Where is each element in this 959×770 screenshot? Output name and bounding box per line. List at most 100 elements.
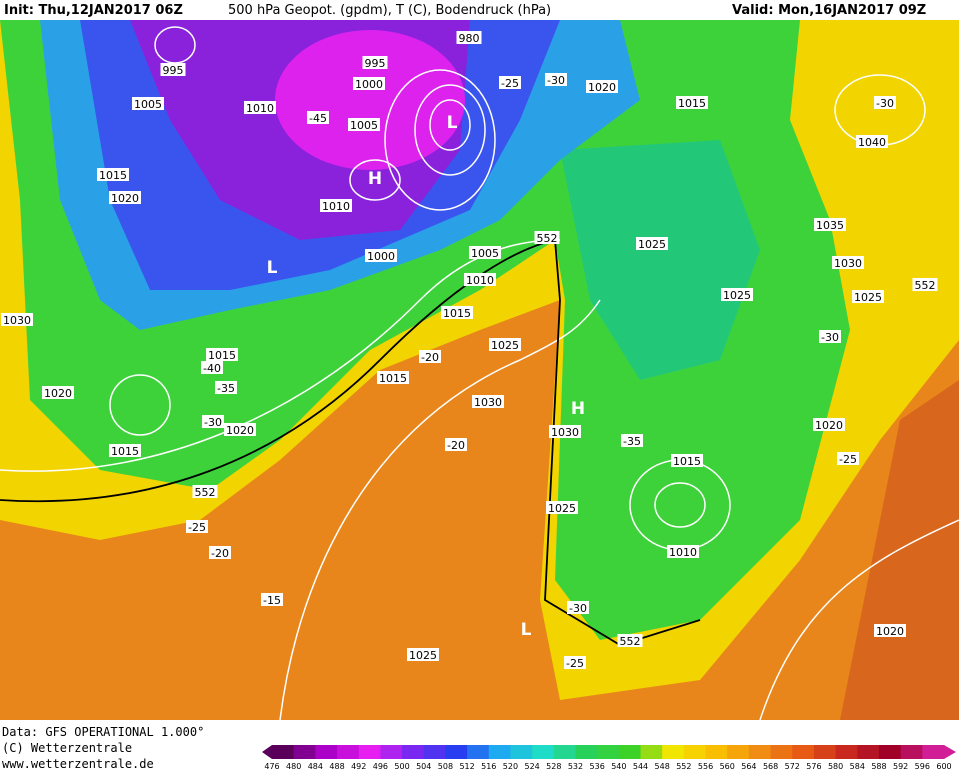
colorbar-swatch — [402, 745, 425, 759]
label-text: -15 — [263, 594, 281, 607]
isobar-label: -45 — [307, 111, 329, 125]
contour-552 — [0, 238, 701, 646]
isobar-label: 1025 — [407, 648, 439, 662]
colorbar-label: 528 — [546, 762, 561, 770]
colorbar-label: 480 — [286, 762, 301, 770]
label-box — [567, 601, 589, 614]
colorbar-label: 496 — [373, 762, 388, 770]
isobar-label: -25 — [186, 520, 208, 534]
colorbar-swatch — [358, 745, 381, 759]
label-text: 1025 — [409, 649, 437, 662]
isobar-label: 1030 — [472, 395, 504, 409]
colorbar-swatch — [553, 745, 576, 759]
isobars — [0, 26, 959, 721]
colorbar-label: 580 — [828, 762, 843, 770]
colorbar-swatch — [900, 745, 923, 759]
label-box — [192, 485, 218, 498]
label-box — [549, 425, 581, 438]
colorbar-swatch — [727, 745, 750, 759]
label-text: 1035 — [816, 219, 844, 232]
colorbar-swatch — [315, 745, 338, 759]
isobar-label: 1040 — [856, 135, 888, 149]
colorbar-swatch — [423, 745, 446, 759]
colorbar-label: 500 — [394, 762, 409, 770]
label-box — [721, 288, 753, 301]
label-text: -30 — [876, 97, 894, 110]
colorbar-swatch — [662, 745, 685, 759]
isobar-label: 1020 — [224, 423, 256, 437]
colorbar-swatch — [705, 745, 728, 759]
colorbar-swatch — [748, 745, 772, 759]
pressure-center: H — [571, 399, 585, 419]
label-text: 1015 — [443, 307, 471, 320]
label-text: 1040 — [858, 136, 886, 149]
colorbar-label: 488 — [329, 762, 344, 770]
label-text: -25 — [188, 521, 206, 534]
isobar-label: -30 — [567, 601, 589, 615]
label-box — [160, 63, 186, 76]
label-box — [621, 434, 643, 447]
isobar-label: 1010 — [464, 273, 496, 287]
colorbar-label: 540 — [611, 762, 626, 770]
label-box — [499, 76, 521, 89]
init-time: Init: Thu,12JAN2017 06Z — [4, 3, 183, 18]
isobar-label: 552 — [617, 634, 643, 648]
label-text: 1025 — [638, 238, 666, 251]
isobar-label: -30 — [202, 415, 224, 429]
isobar-label: 1025 — [546, 501, 578, 515]
label-text: 1010 — [322, 200, 350, 213]
label-text: -20 — [211, 547, 229, 560]
colorbar-label: 508 — [438, 762, 453, 770]
label-box — [874, 96, 896, 109]
label-box — [671, 454, 703, 467]
label-box — [42, 386, 74, 399]
isobar-label: -30 — [874, 96, 896, 110]
colorbar-label: 552 — [676, 762, 691, 770]
label-text: 1025 — [854, 291, 882, 304]
pressure-center: L — [267, 258, 278, 278]
label-box — [819, 330, 841, 343]
label-box — [132, 97, 164, 110]
label-text: 1030 — [551, 426, 579, 439]
colorbar-arrow-right — [944, 745, 956, 759]
magenta-region — [275, 30, 465, 170]
colorbar-swatch — [380, 745, 403, 759]
label-box — [215, 381, 237, 394]
isobar-label: 1010 — [667, 545, 699, 559]
teal-region — [560, 140, 760, 380]
label-box — [362, 56, 388, 69]
colorbar-swatch — [337, 745, 360, 759]
colorbar-label: 492 — [351, 762, 366, 770]
isobar-label: 1015 — [441, 306, 473, 320]
label-text: 1015 — [673, 455, 701, 468]
label-text: 1020 — [815, 419, 843, 432]
isobar-label: 1030 — [1, 313, 33, 327]
label-box — [244, 101, 276, 114]
label-text: 1015 — [678, 97, 706, 110]
label-box — [224, 423, 256, 436]
label-box — [464, 273, 496, 286]
isobar-label: 1020 — [813, 418, 845, 432]
colorbar-label: 576 — [806, 762, 821, 770]
pressure-center: H — [368, 169, 382, 189]
label-box — [912, 278, 938, 291]
label-box — [377, 371, 409, 384]
label-box — [201, 361, 223, 374]
label-box — [261, 593, 283, 606]
isobar-label: -20 — [209, 546, 231, 560]
label-text: -30 — [569, 602, 587, 615]
isobar-label: 552 — [912, 278, 938, 292]
isobar-label: 1025 — [489, 338, 521, 352]
label-box — [856, 135, 888, 148]
colorbar-swatch — [835, 745, 858, 759]
map-labels: 995 1005 1010 1015 1020 1030 1020 1015 1020 1015 5… — [1, 31, 938, 670]
colorbar-swatch — [922, 745, 945, 759]
label-box — [307, 111, 329, 124]
isobar-label: 1020 — [109, 191, 141, 205]
label-box — [676, 96, 708, 109]
label-box — [1, 313, 33, 326]
label-box — [419, 350, 441, 363]
isobar-label: 1000 — [365, 249, 397, 263]
label-text: 1015 — [208, 349, 236, 362]
